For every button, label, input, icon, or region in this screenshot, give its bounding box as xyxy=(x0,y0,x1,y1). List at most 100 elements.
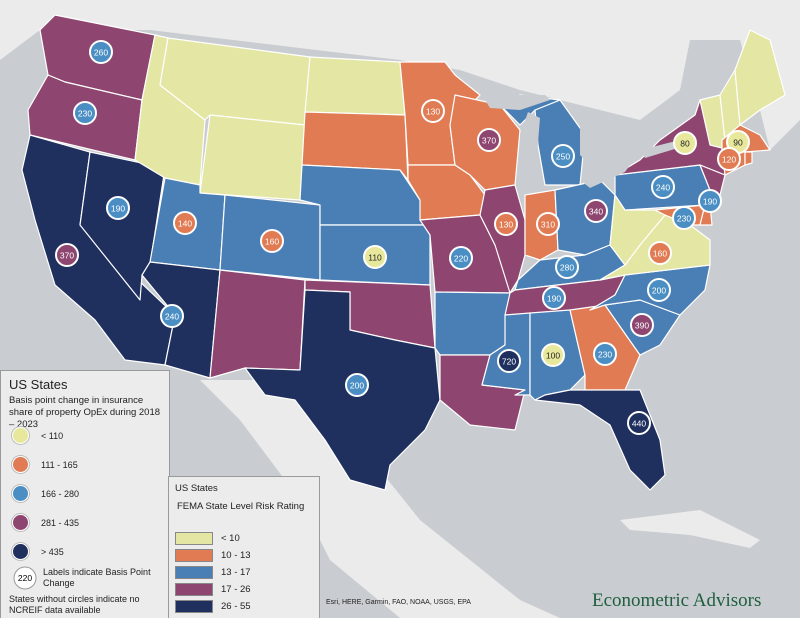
marker-in: 310 xyxy=(536,212,560,236)
marker-label: 90 xyxy=(733,138,743,148)
marker-ks: 110 xyxy=(363,245,387,269)
legend-note: States without circles indicate no NCREI… xyxy=(9,594,140,615)
marker-circle xyxy=(551,144,575,168)
marker-pa: 240 xyxy=(651,175,675,199)
legend-label: < 10 xyxy=(221,533,240,544)
marker-md: 230 xyxy=(672,206,696,230)
marker-fl: 440 xyxy=(627,411,651,435)
marker-ky: 280 xyxy=(555,255,579,279)
marker-label: 190 xyxy=(703,197,717,207)
state-michigan xyxy=(534,99,586,186)
marker-circle xyxy=(55,243,79,267)
brand-logo-text: Econometric Advisors xyxy=(592,590,762,611)
marker-label: 100 xyxy=(546,351,560,361)
legend-item: < 110 xyxy=(12,427,63,444)
fema-risk-legend: US States FEMA State Level Risk Rating <… xyxy=(168,476,320,618)
marker-sc: 390 xyxy=(630,313,654,337)
marker-mi: 250 xyxy=(551,144,575,168)
marker-ma: 90 xyxy=(726,130,750,154)
marker-nv: 190 xyxy=(106,196,130,220)
legend-sample-label: Labels indicate Basis Point Change xyxy=(43,567,151,588)
mexico-land xyxy=(200,380,560,618)
marker-circle xyxy=(497,349,521,373)
marker-va: 160 xyxy=(648,241,672,265)
marker-co: 160 xyxy=(260,229,284,253)
marker-circle xyxy=(673,131,697,155)
lake-michigan xyxy=(520,112,540,180)
states-layer xyxy=(21,14,786,491)
marker-circle xyxy=(630,313,654,337)
legend-sample-row: 220 Labels indicate Basis Point Change xyxy=(12,565,153,591)
marker-nj: 190 xyxy=(698,189,722,213)
marker-ny: 80 xyxy=(673,131,697,155)
marker-label: 80 xyxy=(680,139,690,149)
marker-label: 310 xyxy=(541,220,555,230)
marker-circle xyxy=(477,128,501,152)
marker-label: 190 xyxy=(111,204,125,214)
marker-wi: 370 xyxy=(477,128,501,152)
markers-layer: 260 230 190 370 140 160 240 110 200 130 370 250 130 2… xyxy=(55,40,750,435)
map-attribution: Esri, HERE, Garmin, FAO, NOAA, USGS, EPA xyxy=(326,599,471,606)
marker-wa: 260 xyxy=(89,40,113,64)
marker-circle xyxy=(89,40,113,64)
marker-or: 230 xyxy=(73,101,97,125)
state-north-dakota xyxy=(304,56,406,116)
marker-circle xyxy=(106,196,130,220)
legend-swatch xyxy=(12,485,29,502)
marker-circle xyxy=(494,212,518,236)
legend-swatch xyxy=(12,514,29,531)
legend-label: 166 - 280 xyxy=(41,488,80,499)
marker-circle xyxy=(717,147,741,171)
legend-item: 17 - 26 xyxy=(175,583,251,596)
cuba-land xyxy=(620,510,760,548)
marker-ca: 370 xyxy=(55,243,79,267)
marker-label: 200 xyxy=(652,286,666,296)
marker-az: 240 xyxy=(160,304,184,328)
marker-label: 160 xyxy=(653,249,667,259)
lake-huron xyxy=(580,120,598,165)
legend-swatch xyxy=(175,600,213,613)
state-new-mexico xyxy=(209,269,306,379)
marker-label: 230 xyxy=(677,214,691,224)
legend-item: 26 - 55 xyxy=(175,600,251,613)
legend-sample-marker: 220 xyxy=(13,566,37,590)
legend-title: US States xyxy=(175,483,218,494)
marker-label: 390 xyxy=(635,321,649,331)
marker-circle xyxy=(698,189,722,213)
legend-swatch xyxy=(12,456,29,473)
marker-tx: 200 xyxy=(345,373,369,397)
marker-ct: 120 xyxy=(717,147,741,171)
marker-label: 370 xyxy=(60,251,74,261)
lake-ontario xyxy=(640,140,680,158)
marker-il: 130 xyxy=(494,212,518,236)
marker-oh: 340 xyxy=(584,199,608,223)
legend-swatch xyxy=(12,427,29,444)
legend-swatch xyxy=(175,583,213,596)
basis-point-legend: US States Basis point change in insuranc… xyxy=(0,370,170,618)
marker-label: 370 xyxy=(482,136,496,146)
marker-label: 230 xyxy=(598,350,612,360)
marker-circle xyxy=(542,286,566,310)
marker-label: 230 xyxy=(78,109,92,119)
marker-circle xyxy=(647,278,671,302)
marker-label: 220 xyxy=(454,254,468,264)
marker-circle xyxy=(555,255,579,279)
marker-circle xyxy=(73,101,97,125)
marker-circle xyxy=(541,343,565,367)
legend-item: 111 - 165 xyxy=(12,456,78,473)
marker-label: 250 xyxy=(556,152,570,162)
legend-item: < 10 xyxy=(175,532,240,545)
marker-circle xyxy=(160,304,184,328)
marker-circle xyxy=(363,245,387,269)
legend-swatch xyxy=(12,543,29,560)
marker-mo: 220 xyxy=(449,246,473,270)
marker-circle xyxy=(593,342,617,366)
legend-item: 281 - 435 xyxy=(12,514,79,531)
legend-swatch xyxy=(175,532,213,545)
marker-label: 200 xyxy=(350,381,364,391)
marker-al: 100 xyxy=(541,343,565,367)
legend-label: 26 - 55 xyxy=(221,601,251,612)
marker-circle xyxy=(345,373,369,397)
